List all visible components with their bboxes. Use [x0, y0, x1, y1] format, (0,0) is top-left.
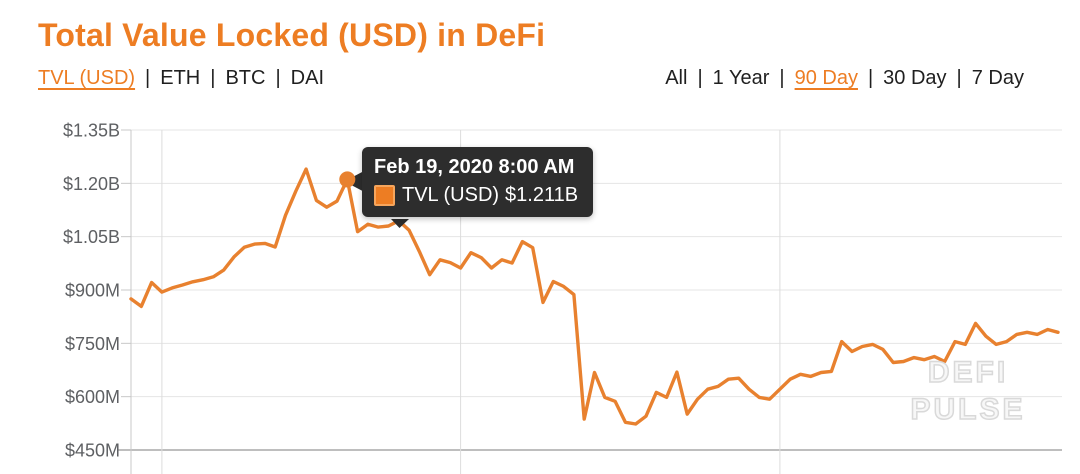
- defi-pulse-watermark: DEFI PULSE: [896, 354, 1040, 428]
- tvl-line-chart[interactable]: $1.35B $1.20B $1.05B $900M $750M $600M $450M D…: [0, 114, 1080, 474]
- y-axis-label: $1.05B: [63, 227, 120, 247]
- y-axis-label: $1.20B: [63, 174, 120, 194]
- nav-separator: |: [275, 67, 281, 89]
- range-tab-1-year[interactable]: 1 Year: [712, 67, 770, 89]
- range-tab-7-day[interactable]: 7 Day: [971, 67, 1024, 89]
- page-title: Total Value Locked (USD) in DeFi: [38, 17, 546, 54]
- y-axis-label: $600M: [65, 387, 120, 407]
- chart-nav-row: TVL (USD) | ETH | BTC | DAI All | 1 Year | 90 Day |…: [38, 64, 1024, 92]
- series-tab-dai[interactable]: DAI: [290, 67, 324, 89]
- y-axis-label: $450M: [65, 441, 120, 461]
- chart-tooltip: Feb 19, 2020 8:00 AM TVL (USD) $1.211B: [362, 147, 594, 217]
- nav-separator: |: [145, 67, 151, 89]
- watermark-line-1: DEFI: [927, 355, 1009, 390]
- tooltip-date: Feb 19, 2020 8:00 AM: [374, 156, 575, 178]
- range-nav: All | 1 Year | 90 Day | 30 Day | 7 Day: [665, 64, 1024, 92]
- chart-plot-area[interactable]: $1.35B $1.20B $1.05B $900M $750M $600M $450M: [0, 114, 1080, 474]
- tooltip-value: $1.211B: [505, 184, 579, 206]
- y-axis-label: $750M: [65, 334, 120, 354]
- range-tab-all[interactable]: All: [665, 67, 688, 89]
- tooltip-pointer-down: [391, 219, 409, 228]
- nav-separator: |: [867, 67, 874, 89]
- nav-separator: |: [956, 67, 962, 89]
- tooltip-series-row: TVL (USD) $1.211B: [374, 184, 578, 207]
- series-tab-eth[interactable]: ETH: [160, 67, 201, 89]
- tvl-series-line[interactable]: [129, 167, 1060, 426]
- nav-separator: |: [210, 67, 216, 89]
- series-tab-btc[interactable]: BTC: [225, 67, 266, 89]
- range-tab-30-day[interactable]: 30 Day: [883, 67, 947, 89]
- nav-separator: |: [779, 67, 785, 89]
- watermark-line-2: PULSE: [910, 392, 1026, 427]
- series-nav: TVL (USD) | ETH | BTC | DAI: [38, 64, 324, 92]
- series-tab-tvl-usd[interactable]: TVL (USD): [38, 67, 136, 89]
- y-axis-label: $900M: [65, 281, 120, 301]
- nav-separator: |: [697, 67, 703, 89]
- highlighted-data-point[interactable]: [339, 171, 356, 188]
- range-tab-90-day[interactable]: 90 Day: [794, 67, 858, 89]
- tooltip-series-name: TVL (USD): [402, 184, 500, 206]
- tooltip-series-swatch-icon: [374, 185, 395, 206]
- y-axis-label: $1.35B: [63, 121, 120, 141]
